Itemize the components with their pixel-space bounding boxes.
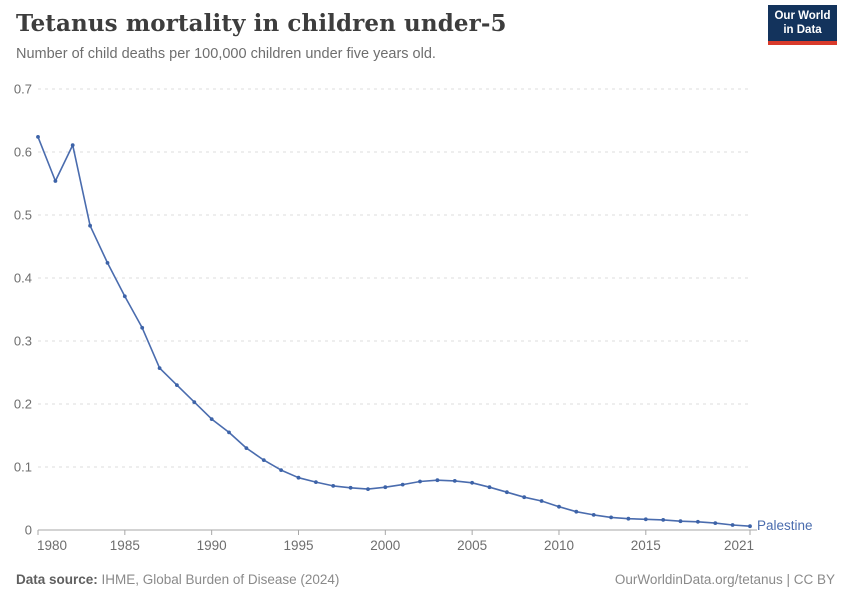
data-point-1995: [296, 475, 301, 480]
y-tick-label-0.2: 0.2: [14, 397, 32, 412]
y-tick-label-0.6: 0.6: [14, 145, 32, 160]
data-point-2021: [748, 524, 752, 529]
data-point-2000: [383, 485, 388, 490]
x-tick-label-1985: 1985: [110, 538, 140, 553]
x-tick-label-1980: 1980: [37, 538, 67, 553]
chart-subtitle: Number of child deaths per 100,000 child…: [16, 45, 436, 62]
data-point-1981: [53, 179, 58, 183]
data-point-2004: [452, 479, 457, 483]
data-point-1992: [244, 446, 249, 450]
data-point-2007: [505, 490, 509, 495]
x-tick-label-2021: 2021: [724, 538, 754, 553]
y-tick-label-0.7: 0.7: [14, 82, 32, 97]
series-line-palestine: [37, 136, 751, 528]
data-point-2001: [400, 482, 405, 487]
x-tick-label-2000: 2000: [370, 538, 400, 553]
data-point-1983: [88, 223, 92, 228]
data-point-1987: [157, 366, 162, 370]
y-tick-label-0.3: 0.3: [14, 334, 32, 349]
data-point-1982: [70, 143, 75, 147]
data-point-2014: [626, 516, 631, 521]
owid-logo-line1: Our World: [774, 10, 831, 22]
y-tick-label-0.1: 0.1: [14, 460, 32, 475]
x-tick-label-2005: 2005: [457, 538, 487, 553]
chart-footer: Data source: IHME, Global Burden of Dise…: [16, 572, 835, 587]
data-point-2005: [470, 480, 474, 485]
license-link[interactable]: OurWorldinData.org/tetanus | CC BY: [614, 572, 835, 587]
data-source-label: Data source:: [16, 572, 98, 587]
y-tick-label-0: 0: [25, 523, 32, 538]
data-point-1993: [261, 458, 266, 462]
data-point-2016: [661, 518, 666, 522]
data-point-2017: [678, 519, 683, 524]
data-point-2011: [574, 509, 579, 514]
data-point-1997: [331, 484, 336, 488]
data-point-2013: [609, 515, 613, 520]
y-tick-label-0.5: 0.5: [14, 208, 32, 223]
data-point-2009: [539, 499, 544, 503]
x-tick-label-2015: 2015: [631, 538, 661, 553]
series-label-palestine[interactable]: Palestine: [757, 518, 813, 533]
data-point-2002: [418, 479, 422, 484]
data-point-1980: [36, 135, 40, 139]
data-source-note: Data source: IHME, Global Burden of Dise…: [16, 572, 339, 587]
data-point-1996: [314, 480, 318, 484]
data-point-1988: [175, 383, 179, 387]
data-point-1991: [227, 430, 231, 435]
page-title: Tetanus mortality in children under-5: [16, 10, 507, 37]
data-point-1990: [209, 417, 214, 421]
data-point-1985: [122, 294, 127, 299]
data-point-1986: [140, 325, 145, 330]
data-point-1989: [192, 400, 197, 404]
data-point-2008: [522, 495, 527, 500]
x-tick-label-2010: 2010: [544, 538, 574, 553]
data-point-1998: [348, 485, 353, 490]
data-point-1984: [105, 261, 110, 265]
data-point-2003: [435, 478, 440, 483]
x-tick-label-1990: 1990: [197, 538, 227, 553]
data-point-1999: [366, 487, 370, 491]
data-point-2015: [643, 517, 648, 522]
data-point-2020: [730, 523, 735, 527]
data-point-2018: [696, 519, 700, 524]
chart-canvas: 0 0.1 0.2 0.3 0.4 0.5 0.6 0.7 1980 1985 1990 1995 20…: [14, 82, 813, 554]
x-tick-label-1995: 1995: [283, 538, 313, 553]
data-source-value: IHME, Global Burden of Disease (2024): [97, 572, 340, 587]
data-point-2012: [591, 513, 596, 517]
data-point-2006: [487, 485, 492, 490]
data-point-2010: [557, 504, 561, 509]
y-tick-label-0.4: 0.4: [14, 271, 32, 286]
data-point-2019: [713, 521, 718, 525]
owid-logo[interactable]: Our World in Data: [768, 5, 837, 46]
chart-header: Tetanus mortality in children under-5 Nu…: [16, 10, 834, 63]
line-chart: 0 0.1 0.2 0.3 0.4 0.5 0.6 0.7 1980 1985 1990 1995 20…: [0, 80, 850, 560]
owid-logo-line2: in Data: [783, 23, 822, 36]
data-point-1994: [279, 468, 283, 472]
